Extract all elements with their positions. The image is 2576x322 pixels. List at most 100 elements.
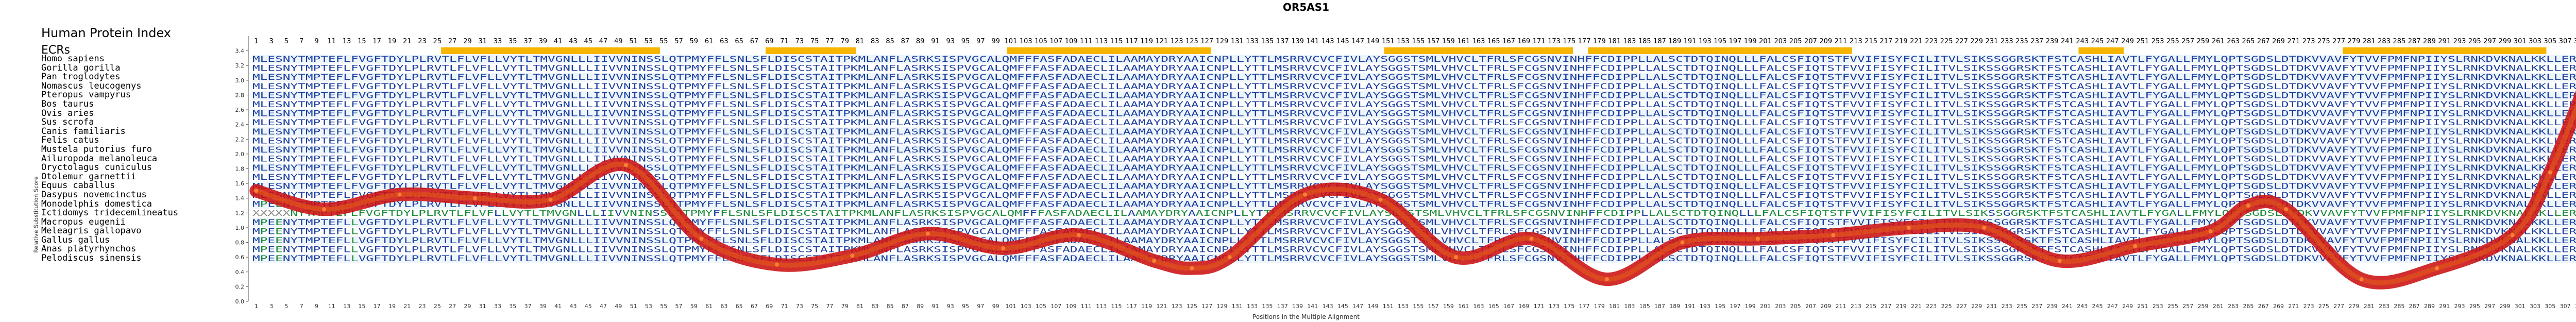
x-tick-label-bottom: 191: [1685, 303, 1696, 310]
y-tick-label: 2.6: [235, 107, 245, 113]
data-point: [1378, 197, 1383, 202]
x-tick-label-bottom: 279: [2348, 303, 2359, 310]
x-tick-label-top: 255: [2166, 38, 2179, 45]
x-tick-label-top: 45: [584, 38, 592, 45]
x-tick-label-bottom: 145: [1337, 303, 1348, 310]
x-tick-label-bottom: 55: [660, 303, 667, 310]
x-tick-label-top: 37: [523, 38, 532, 45]
series-line-texture: [253, 101, 2576, 285]
x-tick-label-bottom: 3: [269, 303, 273, 310]
x-tick-label-top: 191: [1684, 38, 1697, 45]
x-tick-label-bottom: 301: [2515, 303, 2526, 310]
x-tick-label-top: 117: [1125, 38, 1138, 45]
x-tick-label-top: 227: [1955, 38, 1968, 45]
x-tick-label-bottom: 193: [1700, 303, 1710, 310]
x-tick-label-top: 7: [299, 38, 303, 45]
x-tick-label-top: 71: [780, 38, 789, 45]
species-label: Pelodiscus sinensis: [41, 253, 178, 263]
x-tick-label-bottom: 15: [358, 303, 365, 310]
x-tick-label-top: 205: [1789, 38, 1802, 45]
x-tick-label-bottom: 49: [615, 303, 622, 310]
x-tick-label-top: 141: [1306, 38, 1319, 45]
x-tick-label-top: 75: [810, 38, 819, 45]
x-tick-label-bottom: 5: [284, 303, 288, 310]
x-tick-label-bottom: 21: [403, 303, 411, 310]
x-tick-label-top: 249: [2121, 38, 2134, 45]
x-tick-label-bottom: 251: [2137, 303, 2148, 310]
x-tick-label-top: 137: [1276, 38, 1289, 45]
x-tick-label-top: 293: [2453, 38, 2466, 45]
alignment-row: [252, 55, 2576, 64]
x-tick-label-bottom: 123: [1172, 303, 1182, 310]
x-tick-label-top: 27: [448, 38, 457, 45]
x-tick-label-bottom: 35: [509, 303, 516, 310]
x-tick-label-top: 17: [372, 38, 381, 45]
x-tick-label-bottom: 17: [374, 303, 381, 310]
alignment-row: [252, 181, 2576, 191]
x-tick-label-bottom: 233: [2002, 303, 2012, 310]
x-tick-label-top: 127: [1200, 38, 1213, 45]
series-layer: [249, 90, 2576, 290]
x-tick-label-top: 269: [2272, 38, 2285, 45]
x-tick-label-bottom: 239: [2047, 303, 2058, 310]
species-label: Meleagris gallopavo: [41, 227, 178, 236]
x-tick-label-top: 145: [1336, 38, 1349, 45]
x-tick-label-bottom: 159: [1443, 303, 1454, 310]
x-tick-label-bottom: 265: [2243, 303, 2253, 310]
x-tick-label-top: 283: [2378, 38, 2391, 45]
x-tick-label-top: 63: [720, 38, 728, 45]
species-label: Felis catus: [41, 136, 178, 145]
alignment-row: [252, 145, 2576, 155]
x-tick-label-bottom: 31: [479, 303, 486, 310]
data-point: [2548, 170, 2552, 175]
x-tick-label-top: 3: [269, 38, 273, 45]
x-tick-label-top: 87: [901, 38, 910, 45]
x-tick-label-bottom: 25: [434, 303, 441, 310]
y-tick-label: 1.4: [235, 195, 245, 202]
x-tick-label-top: 151: [1382, 38, 1395, 45]
x-tick-label-top: 19: [388, 38, 397, 45]
x-tick-label-bottom: 139: [1292, 303, 1303, 310]
data-point: [2435, 266, 2439, 270]
x-tick-label-top: 235: [2015, 38, 2028, 45]
x-tick-label-top: 299: [2499, 38, 2512, 45]
chart-title: OR5AS1: [0, 1, 2576, 13]
x-tick-label-top: 193: [1699, 38, 1711, 45]
x-tick-label-bottom: 89: [917, 303, 924, 310]
x-tick-label-bottom: 109: [1066, 303, 1077, 310]
x-tick-label-top: 301: [2514, 38, 2527, 45]
x-tick-label-top: 275: [2317, 38, 2330, 45]
species-label: Homo sapiens: [41, 54, 178, 64]
ecr-bar: [1007, 47, 1211, 54]
alignment-row: [252, 136, 2576, 145]
ecr-label: ECRs: [41, 44, 70, 57]
y-tick-label: 3.0: [235, 77, 245, 84]
x-tick-label-top: 55: [659, 38, 668, 45]
alignment-row: [252, 209, 2576, 218]
x-tick-label-bottom: 87: [902, 303, 909, 310]
x-tick-label-top: 157: [1427, 38, 1440, 45]
x-tick-label-top: 173: [1548, 38, 1561, 45]
data-point: [850, 253, 855, 258]
x-tick-label-bottom: 99: [992, 303, 999, 310]
data-point: [1982, 225, 1987, 230]
ecr-bar: [1384, 47, 1573, 54]
alignment-row: [252, 109, 2576, 118]
x-tick-label-bottom: 187: [1654, 303, 1665, 310]
y-tick-label: 2.2: [235, 136, 245, 143]
x-tick-label-bottom: 91: [931, 303, 939, 310]
x-tick-label-bottom: 267: [2258, 303, 2269, 310]
x-tick-label-bottom: 107: [1050, 303, 1061, 310]
x-tick-label-top: 23: [418, 38, 427, 45]
x-tick-label-top: 271: [2287, 38, 2300, 45]
x-tick-label-top: 109: [1065, 38, 1078, 45]
x-tick-label-bottom: 309: [2575, 303, 2576, 310]
x-tick-label-top: 29: [463, 38, 472, 45]
data-point: [1001, 246, 1006, 250]
x-tick-label-top: 139: [1291, 38, 1304, 45]
y-tick-label: 2.4: [235, 122, 245, 128]
